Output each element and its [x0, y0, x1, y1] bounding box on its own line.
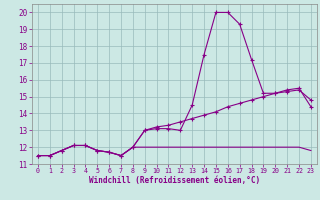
X-axis label: Windchill (Refroidissement éolien,°C): Windchill (Refroidissement éolien,°C) — [89, 176, 260, 185]
